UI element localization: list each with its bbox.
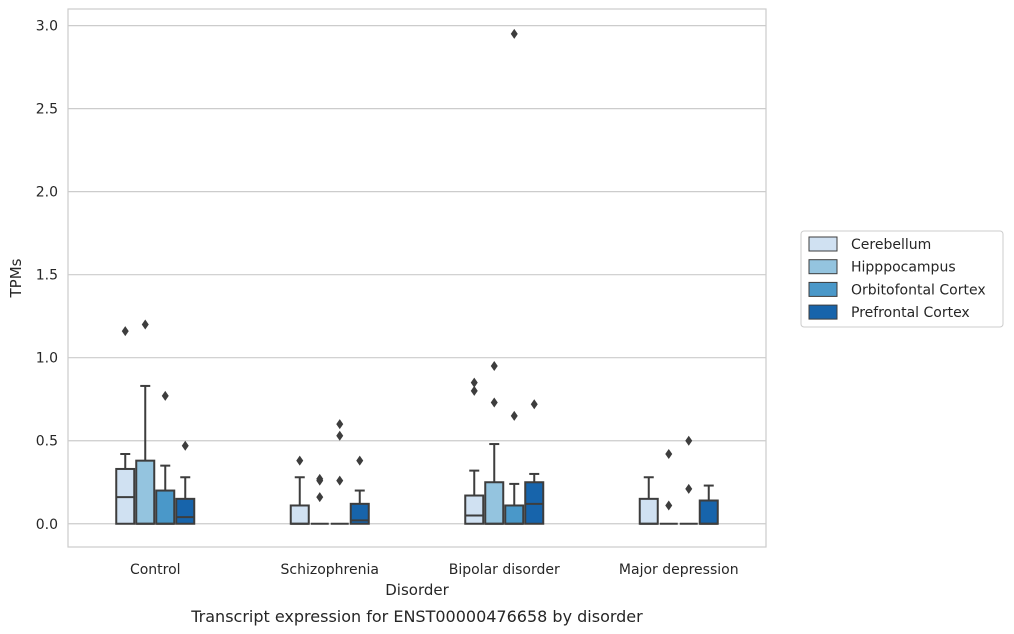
box-body [289,504,310,525]
outlier-point [141,319,149,330]
outlier-point [685,483,693,494]
box-1-0 [135,319,156,525]
outlier-point [685,435,693,446]
x-tick-labels: Control Schizophrenia Bipolar disorder Majo… [130,562,739,578]
x-tick-label: Schizophrenia [281,562,379,578]
box-3-1 [349,455,370,525]
outlier-point [336,430,344,441]
outlier-point [121,326,129,337]
outlier-point [490,361,498,372]
outlier-point [316,492,324,503]
box-body [464,494,485,525]
outlier-point [470,377,478,388]
grid-lines [68,25,766,525]
legend-swatch [808,304,838,320]
legend-label: Cerebellum [851,237,931,253]
box-1-2 [484,361,505,525]
box-3-0 [175,440,196,525]
y-tick-labels: 0.0 0.5 1.0 1.5 2.0 2.5 3.0 [36,19,58,533]
y-tick-label: 0.5 [36,434,58,450]
outlier-point [510,28,518,39]
box-2-1 [330,419,349,525]
legend-swatch [808,236,838,252]
y-tick-label: 2.0 [36,185,58,201]
x-axis-title: Disorder [385,581,449,599]
legend-swatch [808,259,838,275]
box-0-2 [464,377,485,525]
y-tick-label: 3.0 [36,19,58,35]
box-0-0 [115,326,136,525]
box-0-3 [638,476,659,525]
outlier-point [181,440,189,451]
box-3-2 [524,399,545,525]
box-1-1 [310,473,329,525]
box-2-3 [679,435,698,525]
box-body [349,502,370,525]
outlier-point [530,399,538,410]
legend-frame [800,230,1004,328]
plot-area [67,8,767,548]
chart-caption: Transcript expression for ENST0000047665… [190,607,643,626]
outlier-point [665,449,673,460]
box-0-1 [289,455,310,525]
box-body [698,499,719,525]
box-body [504,504,525,525]
outlier-point [336,475,344,486]
legend-label: Prefrontal Cortex [851,305,970,321]
box-3-3 [698,484,719,525]
y-tick-label: 1.0 [36,351,58,367]
box-2-2 [504,28,525,525]
outlier-point [316,475,324,486]
outlier-point [161,390,169,401]
box-body [135,459,156,525]
legend-label: Hipppocampus [851,260,956,276]
box-series [115,28,719,525]
legend-label: Orbitofontal Cortex [851,282,986,298]
outlier-point [296,455,304,466]
box-body [484,481,505,525]
outlier-point [665,500,673,511]
outlier-point [356,455,364,466]
x-tick-label: Control [130,562,181,578]
outlier-point [336,419,344,430]
box-body [155,489,176,525]
outlier-point [510,410,518,421]
outlier-point [490,397,498,408]
box-body [175,497,196,525]
y-tick-label: 2.5 [36,102,58,118]
y-axis-title: TPMs [7,258,25,298]
legend-swatch [808,281,838,297]
legend: Cerebellum Hipppocampus Orbitofontal Corte… [800,230,1004,328]
x-tick-label: Major depression [619,562,739,578]
y-tick-label: 1.5 [36,268,58,284]
box-body [638,497,659,525]
y-tick-label: 0.0 [36,517,58,533]
box-2-0 [155,390,176,525]
outlier-point [470,385,478,396]
x-tick-label: Bipolar disorder [449,562,560,578]
box-1-3 [659,449,678,525]
